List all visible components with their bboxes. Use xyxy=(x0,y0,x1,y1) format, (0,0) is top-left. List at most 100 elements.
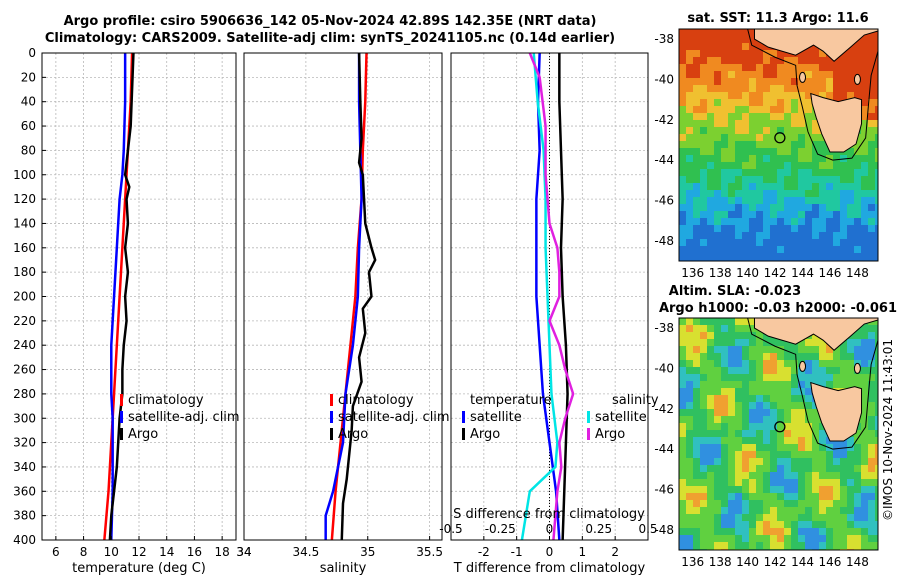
salinity-legend-label-2: Argo xyxy=(338,427,368,442)
temperature-legend-swatch-0 xyxy=(120,394,123,406)
sla_map-ytick-label: -46 xyxy=(654,482,674,496)
sst_map-ytick-label: -48 xyxy=(654,234,674,248)
sst_map-xtick-label: 140 xyxy=(736,266,759,280)
salinity-xtick-label: 34 xyxy=(236,545,251,559)
sst_map-xtick-label: 146 xyxy=(819,266,842,280)
temperature-xtick-label: 18 xyxy=(215,545,230,559)
sla_map-xtick-label: 138 xyxy=(709,555,732,569)
salinity-xtick-label: 35.5 xyxy=(416,545,443,559)
depth-tick-label: 220 xyxy=(13,314,36,328)
depth-tick-label: 0 xyxy=(28,46,36,60)
diff-s-tick-label: -0.25 xyxy=(485,522,516,536)
sla_map-xtick-label: 140 xyxy=(736,555,759,569)
salinity-legend-swatch-1 xyxy=(330,411,333,423)
sla-map-title: Altim. SLA: -0.023 xyxy=(669,284,801,299)
salinity-legend-label-0: climatology xyxy=(338,393,414,408)
sla_map-ytick-label: -42 xyxy=(654,402,674,416)
sla_map-frame xyxy=(678,317,879,551)
sst_map-xtick-label: 148 xyxy=(846,266,869,280)
diff-legend-title-salinity: salinity xyxy=(612,393,659,408)
sla-map-subtitle: Argo h1000: -0.03 h2000: -0.061 xyxy=(659,301,897,316)
temperature-legend-label-1: satellite-adj. clim xyxy=(128,410,240,425)
sst-map-title: sat. SST: 11.3 Argo: 11.6 xyxy=(687,11,868,26)
sst_map-king-island xyxy=(799,71,807,83)
depth-tick-label: 180 xyxy=(13,265,36,279)
sst_map-ytick-label: -40 xyxy=(654,72,674,86)
sla_map-flinders-island xyxy=(853,362,861,374)
sla_map-xtick-label: 146 xyxy=(819,555,842,569)
temperature-xlabel: temperature (deg C) xyxy=(72,561,206,576)
temperature-xtick-label: 6 xyxy=(52,545,60,559)
salinity-xlabel: salinity xyxy=(320,561,367,576)
diff-temp-legend-swatch-0 xyxy=(462,411,465,423)
difference-xlabel: T difference from climatology xyxy=(453,561,646,576)
salinity-frame xyxy=(243,52,443,541)
depth-tick-label: 320 xyxy=(13,436,36,450)
temperature-xtick-label: 14 xyxy=(159,545,174,559)
salinity-xtick-label: 35 xyxy=(360,545,375,559)
sla_map-xtick-label: 136 xyxy=(681,555,704,569)
diff-sal-legend-label-0: satellite xyxy=(595,410,647,425)
depth-tick-label: 260 xyxy=(13,363,36,377)
diff-temp-legend-swatch-1 xyxy=(462,428,465,440)
depth-tick-label: 400 xyxy=(13,533,36,547)
depth-tick-label: 200 xyxy=(13,290,36,304)
diff-s-tick-label: 0 xyxy=(546,522,554,536)
temperature-legend-swatch-2 xyxy=(120,428,123,440)
temperature-legend-label-2: Argo xyxy=(128,427,158,442)
diff-s-axis-label: S difference from climatology xyxy=(453,507,645,522)
salinity-legend-swatch-0 xyxy=(330,394,333,406)
diff-s-tick-label: -0.5 xyxy=(439,522,462,536)
diff-sal-legend-swatch-0 xyxy=(587,411,590,423)
sst_map-ytick-label: -42 xyxy=(654,113,674,127)
sst_map-xtick-label: 138 xyxy=(709,266,732,280)
depth-tick-label: 300 xyxy=(13,411,36,425)
depth-tick-label: 280 xyxy=(13,387,36,401)
diff-sal-legend-label-1: Argo xyxy=(595,427,625,442)
depth-tick-label: 20 xyxy=(21,70,36,84)
credit-wrapper: ©IMOS 10-Nov-2024 11:43:01 xyxy=(878,300,898,560)
sst_map-ytick-label: -46 xyxy=(654,193,674,207)
sst_map-ytick-label: -38 xyxy=(654,32,674,46)
temperature-xtick-label: 12 xyxy=(131,545,146,559)
sla_map-king-island xyxy=(799,360,807,372)
sst_map-frame xyxy=(678,28,879,262)
sla_map-ytick-label: -48 xyxy=(654,523,674,537)
depth-tick-label: 340 xyxy=(13,460,36,474)
diff-sal-legend-swatch-1 xyxy=(587,428,590,440)
sla_map-argo-marker xyxy=(774,421,786,433)
temperature-xtick-label: 10 xyxy=(104,545,119,559)
diff-s-tick-label: 0.25 xyxy=(585,522,612,536)
sst_map-tasmania xyxy=(810,92,863,153)
depth-tick-label: 380 xyxy=(13,509,36,523)
difference-xtick-label: -2 xyxy=(478,545,490,559)
salinity-xtick-label-edge: 34 xyxy=(236,545,251,559)
depth-tick-label: 80 xyxy=(21,143,36,157)
difference-xtick-label: -1 xyxy=(511,545,523,559)
sst_map-argo-marker xyxy=(774,132,786,144)
sst_map-shelf-contour xyxy=(747,28,879,161)
sla_map-xtick-label: 142 xyxy=(764,555,787,569)
difference-xtick-label: 0 xyxy=(546,545,554,559)
difference-xtick-label: 1 xyxy=(579,545,587,559)
sla_map-xtick-label: 148 xyxy=(846,555,869,569)
sst_map-xtick-label: 144 xyxy=(791,266,814,280)
depth-tick-label: 240 xyxy=(13,338,36,352)
depth-tick-label: 360 xyxy=(13,484,36,498)
sla_map-ytick-label: -38 xyxy=(654,321,674,335)
temperature-series-1 xyxy=(110,53,127,541)
temperature-xtick-label: 8 xyxy=(80,545,88,559)
sla_map-tasmania xyxy=(810,381,863,442)
difference-series-3 xyxy=(528,52,575,541)
diff-temp-legend-label-0: satellite xyxy=(470,410,522,425)
depth-tick-label: 120 xyxy=(13,192,36,206)
depth-tick-label: 100 xyxy=(13,168,36,182)
depth-tick-label: 160 xyxy=(13,241,36,255)
difference-series-0 xyxy=(535,52,561,541)
depth-tick-label: 60 xyxy=(21,119,36,133)
plot-title-line1: Argo profile: csiro 5906636_142 05-Nov-2… xyxy=(63,14,597,29)
sla_map-ytick-label: -44 xyxy=(654,442,674,456)
plot-title-line2: Climatology: CARS2009. Satellite-adj cli… xyxy=(44,31,616,46)
difference-xtick-label: 2 xyxy=(611,545,619,559)
